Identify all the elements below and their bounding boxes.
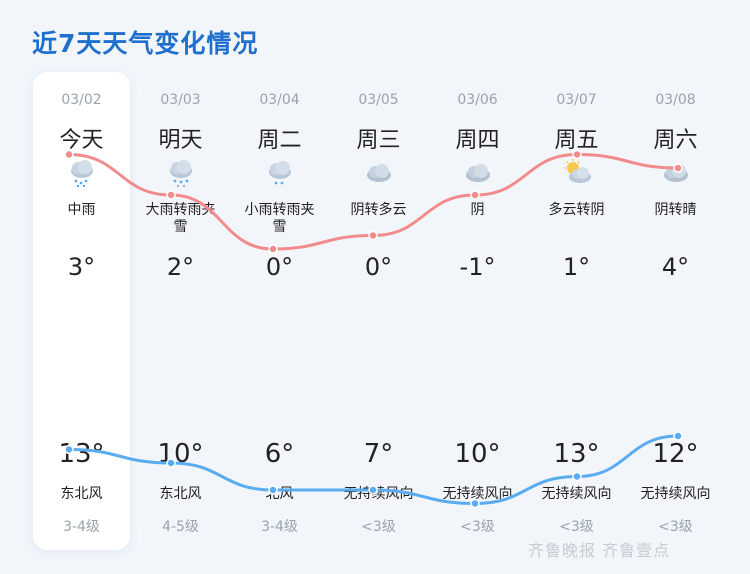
day-name: 周三 xyxy=(356,128,401,153)
high-temperature: 13° xyxy=(58,439,105,469)
low-temp-point-6 xyxy=(572,471,582,482)
low-temp-point-5 xyxy=(470,498,480,509)
wind-level: 4-5级 xyxy=(162,519,199,535)
day-column-1[interactable]: 03/02 今天中雨 3° 13° 东北风 3-4级 xyxy=(32,72,131,550)
weather-condition: 阴转多云 xyxy=(350,202,407,218)
high-temperature: 7° xyxy=(363,439,394,469)
day-date: 03/07 xyxy=(556,92,597,108)
low-temp-point-2 xyxy=(166,458,176,468)
weather-condition: 阴转晴 xyxy=(654,202,697,218)
day-column-6[interactable]: 03/07 周五多云转阴 1° 13° 无持续风向 <3级 xyxy=(527,72,626,550)
day-name: 周五 xyxy=(554,128,599,153)
day-date: 03/04 xyxy=(259,92,300,108)
wind-direction: 东北风 xyxy=(159,486,202,502)
low-temperature: 0° xyxy=(364,253,393,281)
overcast-icon xyxy=(364,158,394,188)
wind-direction: 无持续风向 xyxy=(541,486,612,502)
low-temp-point-3 xyxy=(268,485,278,495)
wind-level: <3级 xyxy=(658,519,693,535)
wind-direction: 无持续风向 xyxy=(442,486,513,502)
high-temp-point-7 xyxy=(673,163,683,173)
sleet-icon xyxy=(166,158,196,188)
low-temperature: 0° xyxy=(265,253,294,281)
partly-cloudy-icon xyxy=(562,158,592,188)
high-temp-point-1 xyxy=(64,149,74,160)
high-temperature: 10° xyxy=(454,439,501,469)
day-date: 03/03 xyxy=(160,92,201,108)
today-highlight-card xyxy=(33,72,130,550)
day-date: 03/02 xyxy=(61,92,102,108)
high-temp-point-2 xyxy=(166,190,176,200)
day-name: 周四 xyxy=(455,128,500,153)
weather-condition: 小雨转雨夹雪 xyxy=(244,202,315,235)
wind-level: 3-4级 xyxy=(63,519,100,535)
low-temperature: -1° xyxy=(459,253,496,281)
low-temperature: 4° xyxy=(661,253,690,281)
day-name: 明天 xyxy=(158,128,203,153)
high-temperature: 13° xyxy=(553,439,600,469)
day-column-5[interactable]: 03/06 周四阴 -1° 10° 无持续风向 <3级 xyxy=(428,72,527,550)
wind-direction: 东北风 xyxy=(60,486,103,502)
weather-condition: 多云转阴 xyxy=(548,202,605,218)
day-date: 03/05 xyxy=(358,92,399,108)
low-temp-point-7 xyxy=(673,431,683,441)
low-temp-point-1 xyxy=(64,444,74,455)
overcast-icon xyxy=(463,158,493,188)
wind-level: 3-4级 xyxy=(261,519,298,535)
watermark: 齐鲁晚报 齐鲁壹点 xyxy=(528,541,671,560)
low-temperature: 1° xyxy=(562,253,591,281)
rain-icon xyxy=(67,158,97,188)
page-title: 近7天天气变化情况 xyxy=(32,29,259,58)
wind-level: <3级 xyxy=(559,519,594,535)
wind-direction: 无持续风向 xyxy=(640,486,711,502)
high-temp-point-6 xyxy=(572,149,582,160)
high-temp-point-4 xyxy=(368,230,378,241)
day-date: 03/06 xyxy=(457,92,498,108)
low-temperature: 3° xyxy=(67,253,96,281)
high-temp-point-5 xyxy=(470,190,480,200)
light-rain-icon xyxy=(265,158,295,188)
weather-condition: 大雨转雨夹雪 xyxy=(145,202,216,235)
day-name: 今天 xyxy=(59,128,104,153)
weather-condition: 中雨 xyxy=(67,202,96,218)
weather-condition: 阴 xyxy=(470,202,485,218)
high-temp-point-3 xyxy=(268,244,278,254)
wind-level: <3级 xyxy=(460,519,495,535)
high-temperature: 12° xyxy=(652,439,699,469)
wind-level: <3级 xyxy=(361,519,396,535)
high-temperature: 6° xyxy=(264,439,295,469)
day-column-7[interactable]: 03/08 周六阴转晴 4° 12° 无持续风向 <3级 xyxy=(626,72,725,550)
day-name: 周二 xyxy=(257,128,302,153)
low-temperature: 2° xyxy=(166,253,195,281)
low-temp-point-4 xyxy=(368,485,378,495)
day-name: 周六 xyxy=(653,128,698,153)
day-date: 03/08 xyxy=(655,92,696,108)
